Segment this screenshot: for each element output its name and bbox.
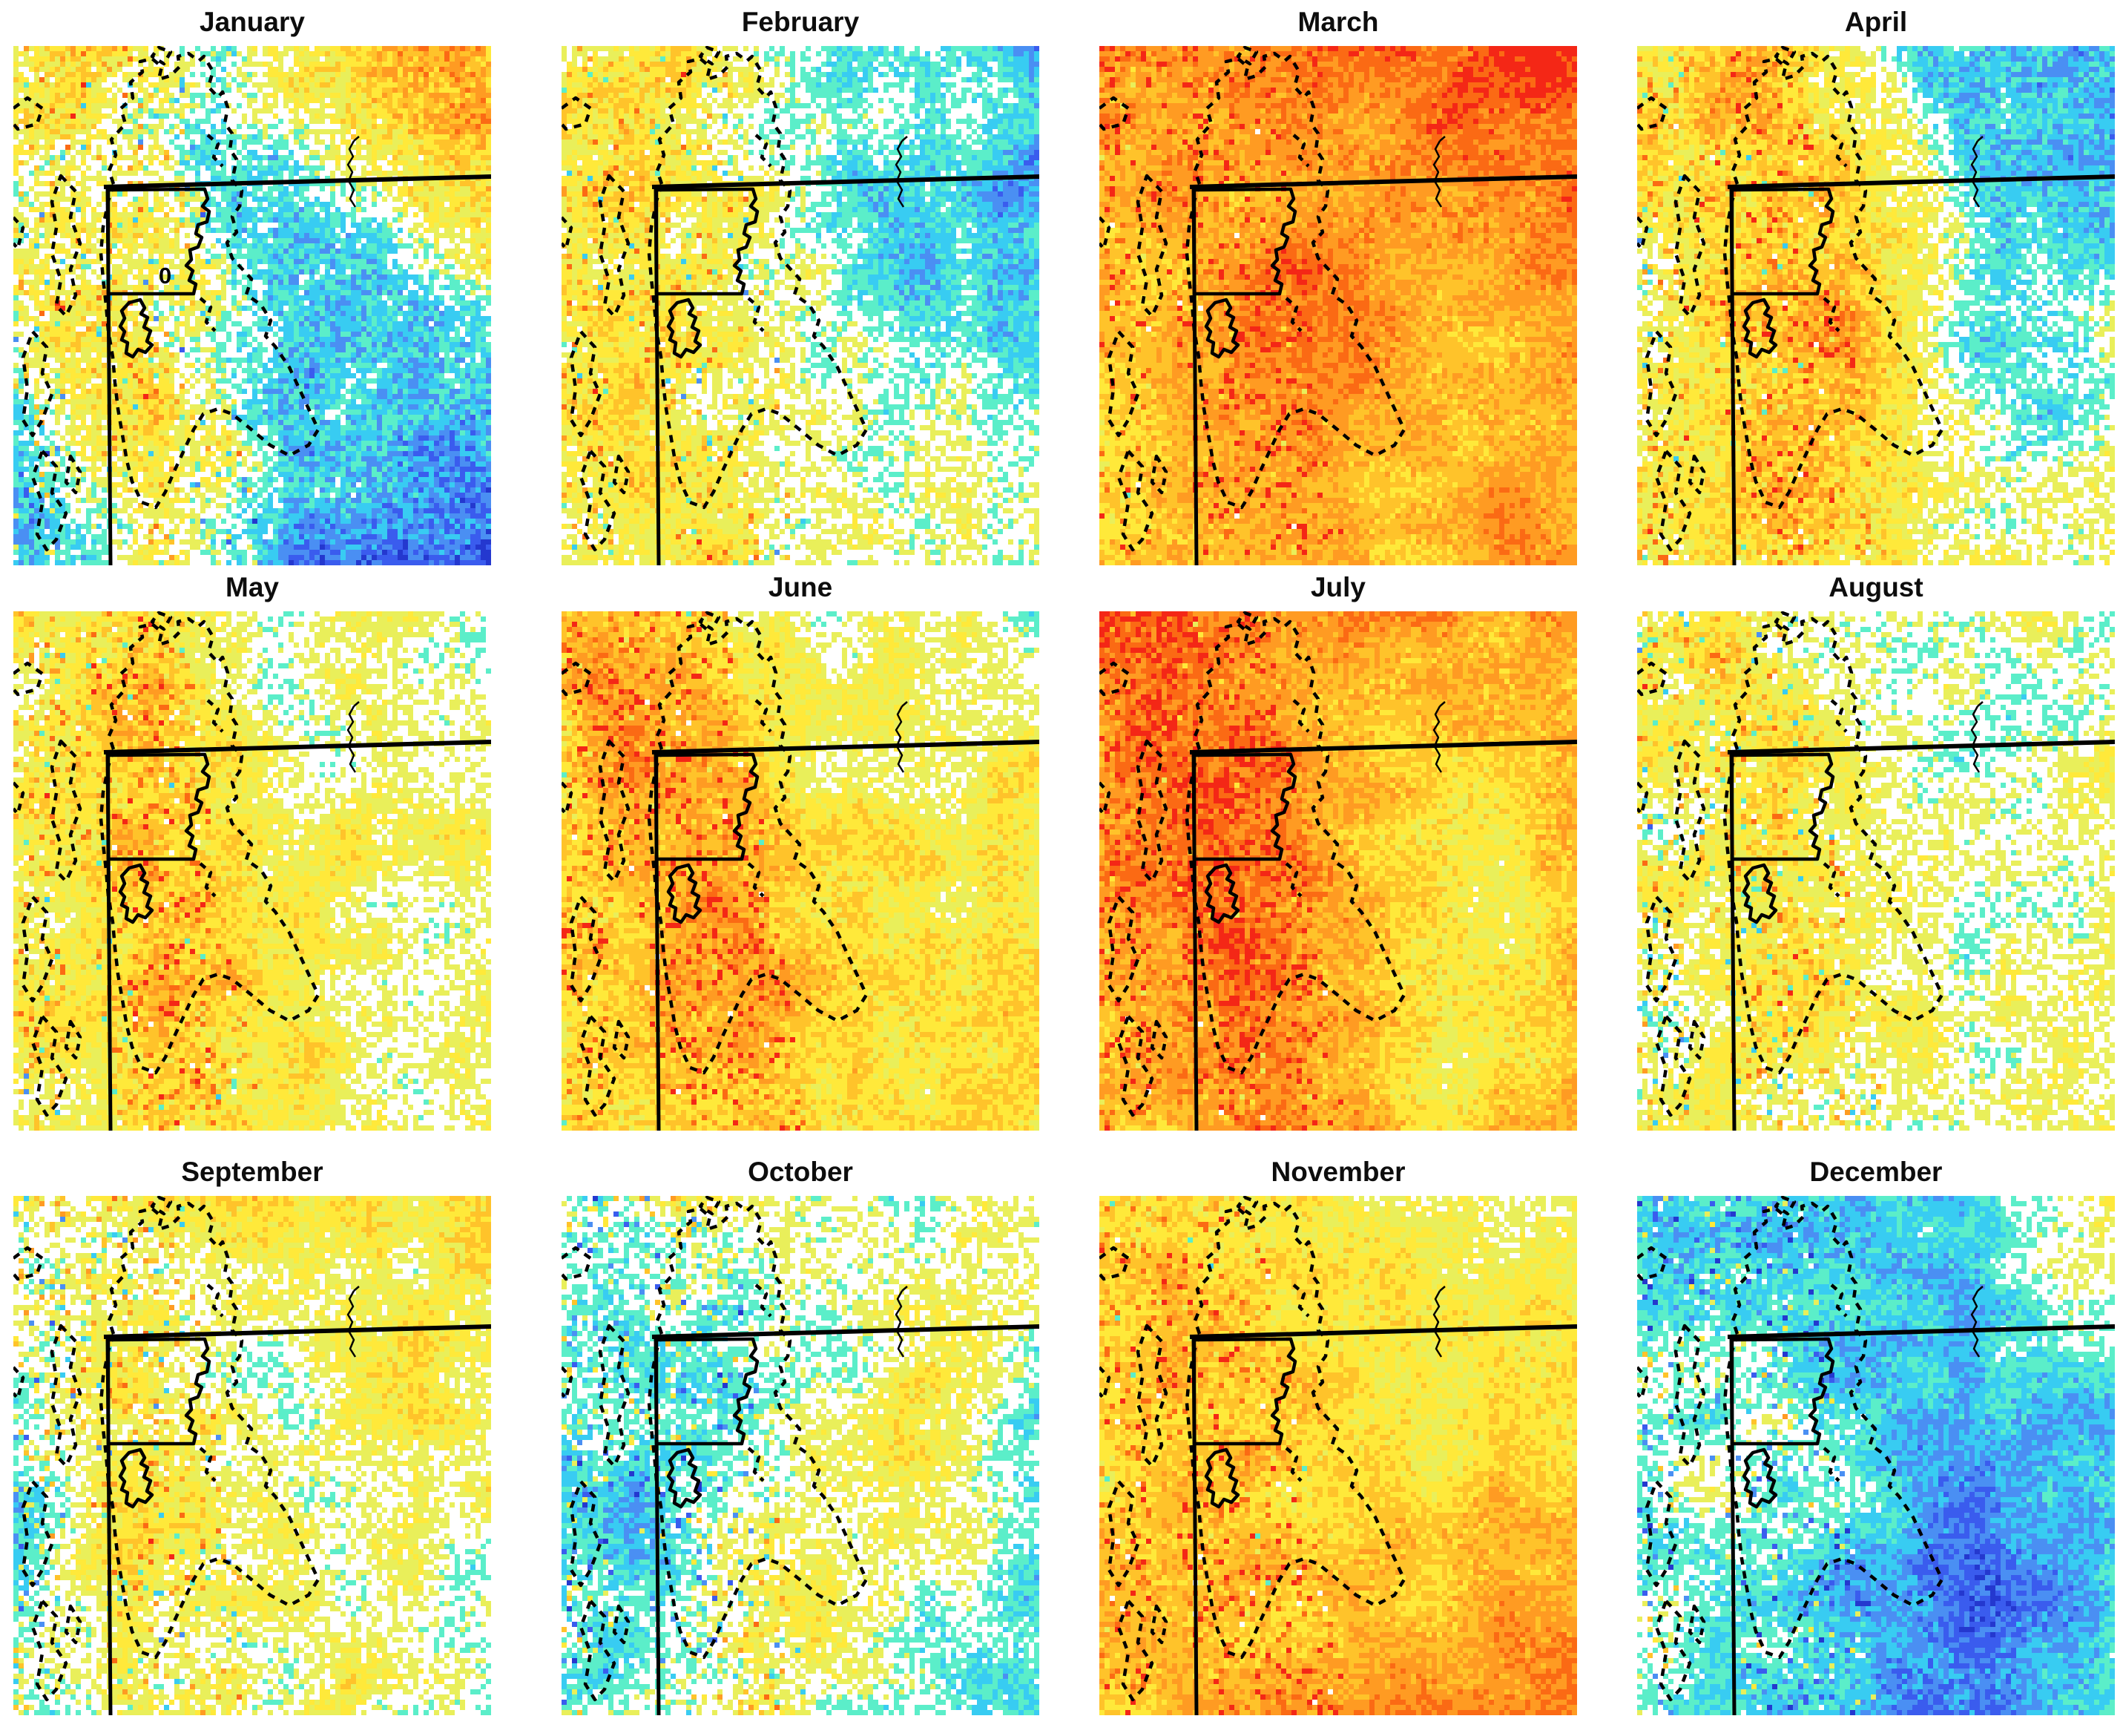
heatmap-pixels bbox=[1099, 611, 1577, 1131]
heatmap-pixels bbox=[562, 46, 1039, 565]
panel-title: July bbox=[1310, 572, 1366, 602]
panel-january: January 0 bbox=[13, 7, 491, 565]
panel-title: February bbox=[741, 7, 860, 37]
panel-september: September bbox=[13, 1157, 491, 1715]
panel-august: August bbox=[1637, 572, 2115, 1131]
panel-november: November bbox=[1099, 1157, 1577, 1715]
panel-title: May bbox=[226, 572, 279, 602]
panel-july: July bbox=[1099, 572, 1577, 1131]
panel-may: May bbox=[13, 572, 491, 1131]
panel-title: January bbox=[200, 7, 305, 37]
contour-label-zero: 0 bbox=[159, 263, 172, 289]
heatmap-pixels bbox=[13, 611, 491, 1131]
panel-title: April bbox=[1844, 7, 1908, 37]
panel-april: April bbox=[1637, 7, 2115, 565]
panel-march: March bbox=[1099, 7, 1577, 565]
heatmap-pixels bbox=[1099, 1196, 1577, 1715]
panel-title: December bbox=[1809, 1157, 1943, 1187]
heatmap-pixels bbox=[1637, 611, 2115, 1131]
heatmap-pixels bbox=[13, 1196, 491, 1715]
panel-december: December bbox=[1637, 1157, 2115, 1715]
heatmap-pixels bbox=[562, 1196, 1039, 1715]
panel-title: June bbox=[768, 572, 833, 602]
panel-title: August bbox=[1829, 572, 1923, 602]
heatmap-pixels bbox=[1099, 46, 1577, 565]
panel-title: September bbox=[181, 1157, 323, 1187]
panel-title: March bbox=[1297, 7, 1379, 37]
heatmap-pixels bbox=[1637, 1196, 2115, 1715]
panel-february: February bbox=[562, 7, 1039, 565]
heatmap-pixels bbox=[562, 611, 1039, 1131]
panel-title: November bbox=[1271, 1157, 1406, 1187]
panel-title: October bbox=[748, 1157, 853, 1187]
heatmap-pixels bbox=[13, 46, 491, 565]
panel-june: June bbox=[562, 572, 1039, 1131]
heatmap-pixels bbox=[1637, 46, 2115, 565]
panel-october: October bbox=[562, 1157, 1039, 1715]
